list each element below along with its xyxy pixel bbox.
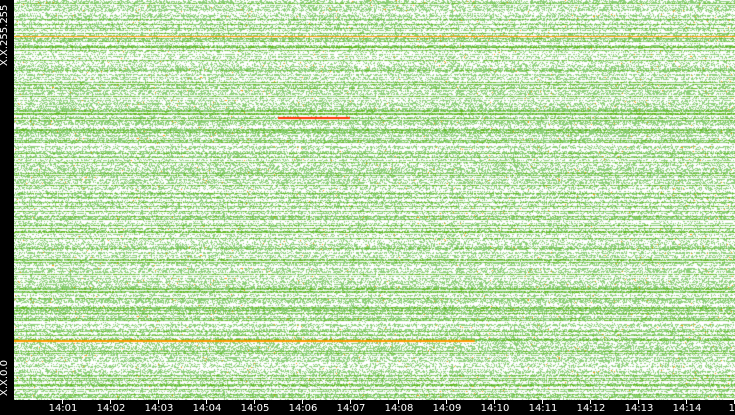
x-tick-label: 14:10	[480, 403, 510, 414]
x-tick-label: 14:09	[432, 403, 462, 414]
x-tick-label: 14:07	[336, 403, 366, 414]
x-tick	[494, 400, 495, 404]
x-tick	[254, 400, 255, 404]
x-tick	[638, 400, 639, 404]
x-tick	[302, 400, 303, 404]
x-tick-label: 14:06	[288, 403, 318, 414]
x-tick	[62, 400, 63, 404]
x-tick-label: 14:05	[240, 403, 270, 414]
x-tick-label: 14	[728, 403, 735, 414]
x-tick-label: 14:14	[672, 403, 702, 414]
y-axis: X.X.255.255 X.X.0.0	[0, 0, 14, 400]
y-tick-label-top: X.X.255.255	[0, 4, 10, 66]
x-tick-label: 14:08	[384, 403, 414, 414]
heatmap-canvas	[14, 0, 735, 400]
x-tick-label: 14:11	[528, 403, 558, 414]
x-tick-label: 14:03	[144, 403, 174, 414]
x-tick	[158, 400, 159, 404]
x-tick-label: 14:12	[576, 403, 606, 414]
x-tick-label: 14:02	[96, 403, 126, 414]
x-tick	[446, 400, 447, 404]
plot-area	[14, 0, 735, 400]
x-axis: 14:01 14:02 14:03 14:04 14:05 14:06 14:07 14:08…	[0, 400, 735, 415]
x-tick	[206, 400, 207, 404]
x-tick	[398, 400, 399, 404]
x-tick-label: 14:13	[624, 403, 654, 414]
x-tick	[350, 400, 351, 404]
x-tick	[110, 400, 111, 404]
y-tick-label-bottom: X.X.0.0	[0, 360, 10, 396]
x-tick	[686, 400, 687, 404]
x-tick	[590, 400, 591, 404]
x-tick-label: 14:04	[192, 403, 222, 414]
x-tick	[542, 400, 543, 404]
x-tick-label: 14:01	[48, 403, 78, 414]
